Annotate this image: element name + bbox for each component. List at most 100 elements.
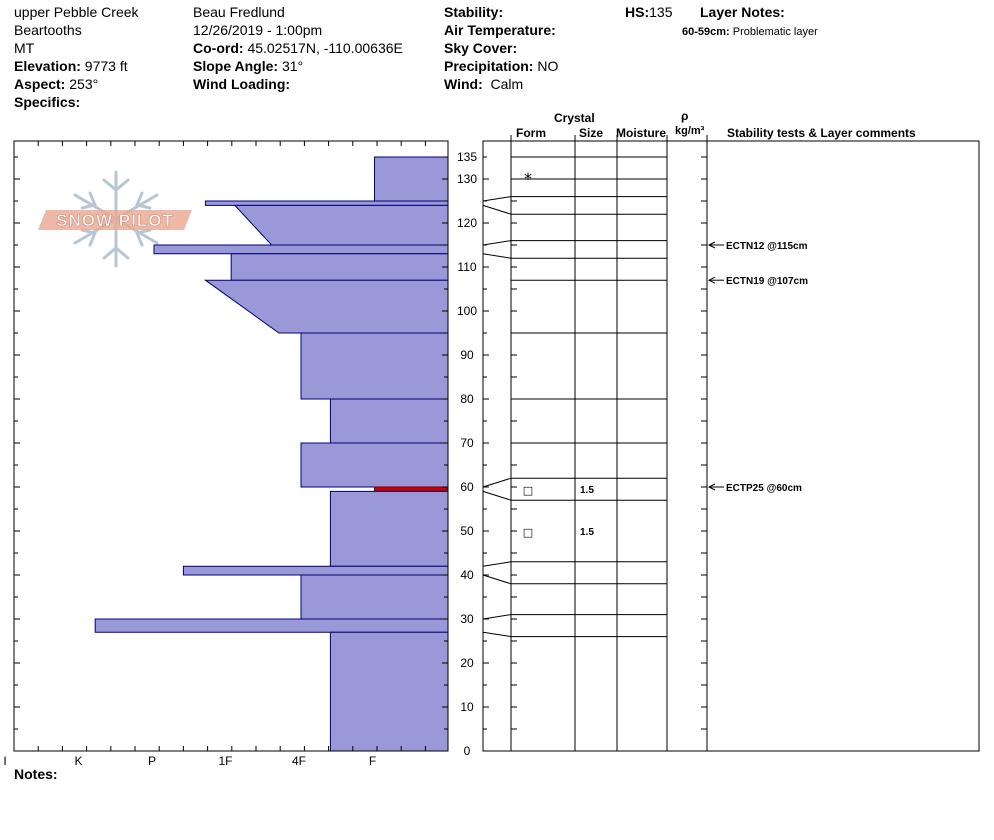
hardness-layer-13 (94, 618, 449, 633)
coord-row: Co-ord: 45.02517N, -110.00636E (193, 40, 403, 56)
hs-label: HS: (625, 4, 650, 20)
hardness-layer-5 (203, 279, 449, 334)
hardness-label-4F: 4F (292, 754, 306, 768)
layer-table-frame (482, 140, 980, 752)
size-header: Size (579, 126, 604, 140)
hardness-layer-6 (300, 332, 449, 400)
depth-label-0: 0 (464, 744, 471, 758)
density-unit-header: kg/m³ (675, 125, 705, 137)
layer-note-text: Problematic layer (732, 26, 818, 38)
layer-connector (482, 561, 512, 567)
hardness-label-P: P (148, 754, 156, 768)
depth-axis: 0 10 20 30 40 50 60 70 80 90 100 110 120 130 135 (14, 150, 707, 758)
layer-connector (482, 240, 512, 246)
stability-arrow-head-0 (707, 241, 716, 249)
location-text: upper Pebble Creek (14, 4, 139, 20)
depth-label-30: 30 (460, 612, 474, 626)
coord-label: Co-ord: (193, 40, 244, 56)
snowpilot-logo: SNOW PILOT (38, 170, 192, 268)
crystal-form-0: * (524, 169, 532, 188)
state-text: MT (14, 40, 35, 56)
depth-label-90: 90 (460, 348, 474, 362)
hardness-layer-9 (374, 486, 449, 492)
layer-connector (482, 196, 512, 202)
hs-value: 135 (649, 4, 673, 20)
air-temp-label: Air Temperature: (444, 22, 556, 38)
depth-label-40: 40 (460, 568, 474, 582)
depth-label-70: 70 (460, 436, 474, 450)
aspect-label: Aspect: (14, 76, 66, 92)
stability-test-2: ECTP25 @60cm (726, 483, 802, 494)
hardness-layer-8 (300, 442, 449, 488)
crystal-header: Crystal (554, 111, 595, 125)
stability-label: Stability: (444, 4, 504, 20)
depth-label-100: 100 (457, 304, 477, 318)
aspect-row: Aspect: 253° (14, 76, 98, 92)
depth-label-130: 130 (457, 172, 477, 186)
depth-label-110: 110 (457, 260, 476, 274)
specifics-label: Specifics: (14, 94, 81, 110)
layer-note-row: 60-59cm: Problematic layer (682, 24, 818, 40)
precip-label: Precipitation: (444, 58, 534, 74)
slope-row: Slope Angle: 31° (193, 58, 303, 74)
hardness-label-1F: 1F (218, 754, 232, 768)
hardness-layer-14 (329, 631, 449, 752)
layer-connector (482, 631, 512, 638)
stability-arrow-head-1 (707, 276, 716, 284)
hardness-layer-1 (204, 200, 449, 206)
layer-notes-label: Layer Notes: (700, 4, 785, 20)
elevation-label: Elevation: (14, 58, 81, 74)
hardness-layer-12 (300, 574, 449, 620)
elevation-row: Elevation: 9773 ft (14, 58, 128, 74)
layer-connector (482, 574, 512, 585)
hs-row: HS:135 (625, 4, 672, 20)
hardness-layers (94, 156, 449, 752)
depth-label-10: 10 (460, 700, 474, 714)
observer-text: Beau Fredlund (193, 4, 285, 20)
precip-value: NO (537, 58, 559, 74)
wind-value: Calm (490, 76, 524, 92)
depth-label-60: 60 (460, 480, 474, 494)
depth-label-20: 20 (460, 656, 474, 670)
datetime-text: 12/26/2019 - 1:00pm (193, 22, 323, 38)
hardness-layer-2 (233, 204, 449, 246)
depth-label-135: 135 (457, 150, 477, 164)
slope-label: Slope Angle: (193, 58, 279, 74)
depth-label-120: 120 (457, 216, 477, 230)
layer-note-range: 60-59cm: (682, 26, 730, 38)
crystal-size-2: 1.5 (580, 527, 594, 538)
stability-test-0: ECTN12 @115cm (726, 241, 808, 252)
hardness-plot-frame (13, 140, 449, 752)
layer-connector (482, 490, 512, 501)
layer-connector (482, 477, 512, 488)
sky-cover-label: Sky Cover: (444, 40, 518, 56)
depth-label-80: 80 (460, 392, 474, 406)
range-text: Beartooths (14, 22, 82, 38)
wind-loading-label: Wind Loading: (193, 76, 291, 92)
hardness-layer-3 (153, 244, 449, 255)
slope-value: 31° (281, 58, 304, 74)
hardness-label-K: K (74, 754, 82, 768)
layer-connector (482, 253, 512, 259)
layer-connector (482, 614, 512, 620)
crystal-form-2: □ (523, 526, 533, 539)
rho-header: ρ (681, 109, 689, 123)
stability-arrow-head-2 (707, 483, 716, 491)
wind-label: Wind: (444, 76, 483, 92)
crystal-size-1: 1.5 (580, 485, 594, 496)
hardness-axis: I K P 1F 4F F (3, 141, 426, 768)
crystal-form-1: □ (523, 484, 533, 497)
snowpilot-logo-text: SNOW PILOT (56, 211, 174, 230)
notes-label: Notes: (14, 766, 58, 782)
moisture-header: Moisture (616, 126, 667, 140)
coord-value: 45.02517N, -110.00636E (247, 40, 403, 56)
depth-label-50: 50 (460, 524, 474, 538)
stability-test-1: ECTN19 @107cm (726, 276, 808, 287)
precip-row: Precipitation: NO (444, 58, 558, 74)
stability-tests-header: Stability tests & Layer comments (727, 126, 916, 140)
hardness-label-I: I (3, 754, 6, 768)
form-header: Form (516, 126, 546, 140)
layer-table: * □ 1.5 □ 1.5 ECTN12 @115cm ECTN19 @107cm ECTP2… (482, 135, 808, 751)
hardness-layer-4 (230, 253, 449, 281)
